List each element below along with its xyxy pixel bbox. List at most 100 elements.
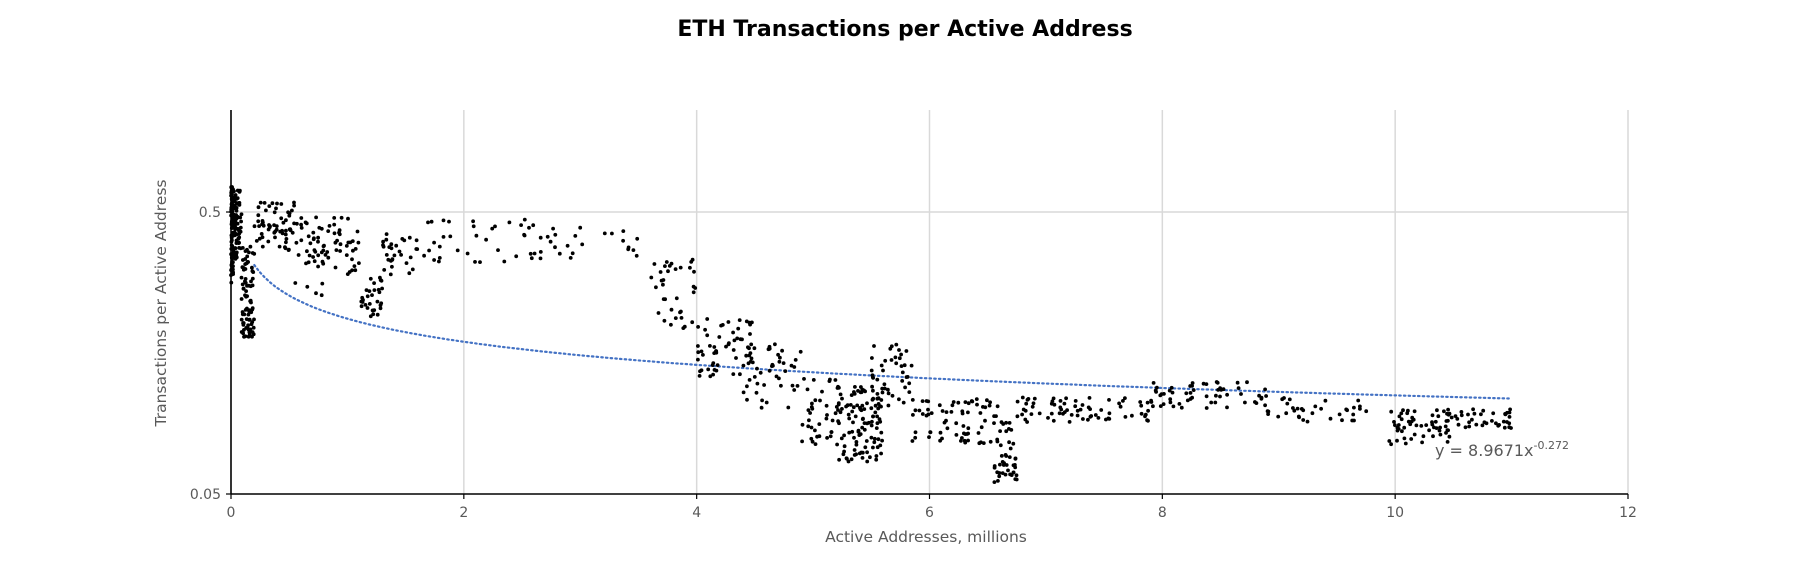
data-point <box>800 439 804 444</box>
data-point <box>834 405 839 409</box>
data-point <box>507 220 512 225</box>
data-point <box>899 352 903 357</box>
data-point <box>857 433 862 437</box>
data-point <box>306 234 311 239</box>
data-point <box>246 334 251 339</box>
data-point <box>773 342 777 347</box>
data-point <box>1472 411 1477 416</box>
data-point <box>568 256 573 260</box>
data-point <box>1438 432 1443 437</box>
data-point <box>239 212 244 217</box>
data-point <box>1179 405 1184 410</box>
data-point <box>886 387 890 392</box>
data-point <box>1146 408 1150 413</box>
data-point <box>917 408 922 413</box>
data-point <box>447 219 451 224</box>
data-point <box>250 307 255 312</box>
data-point <box>299 216 304 220</box>
data-point <box>689 260 694 264</box>
data-point <box>321 248 326 253</box>
data-point <box>1025 397 1030 402</box>
data-point <box>551 226 555 231</box>
data-point <box>960 411 965 416</box>
data-point <box>295 221 299 226</box>
data-point <box>292 203 296 208</box>
data-point <box>1015 399 1020 404</box>
data-point <box>1188 391 1193 395</box>
data-point <box>731 330 735 335</box>
data-point <box>806 424 811 429</box>
data-point <box>1201 381 1206 386</box>
data-point <box>1046 416 1050 420</box>
data-point <box>1037 411 1042 416</box>
data-point <box>1204 394 1209 399</box>
data-point <box>759 405 764 410</box>
data-point <box>1001 463 1006 467</box>
data-point <box>949 410 954 414</box>
data-point <box>538 250 543 254</box>
data-point <box>966 426 971 431</box>
data-point <box>232 224 237 229</box>
data-point <box>242 334 246 339</box>
data-point <box>407 271 412 276</box>
data-point <box>876 396 881 401</box>
data-point <box>910 398 915 402</box>
data-point <box>913 408 918 413</box>
trendline <box>253 264 1513 400</box>
data-point <box>241 258 245 262</box>
data-point <box>351 248 355 253</box>
data-point <box>1218 394 1222 399</box>
data-point <box>793 358 798 362</box>
trendline-equation-exponent: -0.272 <box>1534 439 1569 452</box>
data-point <box>737 318 742 322</box>
data-point <box>1395 438 1399 443</box>
data-point <box>1424 423 1429 427</box>
data-point <box>836 401 841 406</box>
data-point <box>744 319 749 324</box>
data-point <box>800 422 805 427</box>
data-point <box>384 232 389 237</box>
data-point <box>251 325 256 330</box>
data-point <box>1490 419 1494 423</box>
data-point <box>748 322 752 327</box>
data-point <box>353 268 358 273</box>
data-point <box>870 375 875 379</box>
data-point <box>1443 424 1448 429</box>
data-point <box>855 403 860 408</box>
data-point <box>634 253 639 258</box>
data-point <box>879 398 884 402</box>
data-point <box>448 234 453 239</box>
data-point <box>307 253 312 258</box>
data-point <box>992 421 996 425</box>
data-point <box>862 388 866 393</box>
data-point <box>1305 419 1310 424</box>
data-point <box>429 219 434 224</box>
data-point <box>256 213 261 218</box>
data-point <box>894 342 899 347</box>
data-point <box>1081 417 1085 421</box>
data-point <box>837 457 841 462</box>
data-point <box>860 425 865 430</box>
data-point <box>1032 396 1037 401</box>
data-point <box>514 254 519 259</box>
data-point <box>852 435 856 440</box>
data-point <box>1446 407 1450 412</box>
data-point <box>1107 417 1112 421</box>
data-point <box>1001 422 1006 426</box>
data-point <box>1396 423 1401 427</box>
trendline-equation: y = 8.9671x-0.272 <box>1435 439 1569 460</box>
data-point <box>879 363 884 368</box>
data-point <box>749 342 754 347</box>
data-point <box>257 224 261 229</box>
data-point <box>755 366 759 371</box>
data-point <box>749 356 754 361</box>
data-point <box>397 249 402 254</box>
data-point <box>851 405 856 410</box>
data-point <box>1328 416 1333 421</box>
data-point <box>422 253 426 258</box>
data-point <box>332 231 337 236</box>
data-point <box>246 283 251 288</box>
data-point <box>1387 439 1392 443</box>
data-point <box>256 219 261 224</box>
data-point <box>1433 419 1438 424</box>
